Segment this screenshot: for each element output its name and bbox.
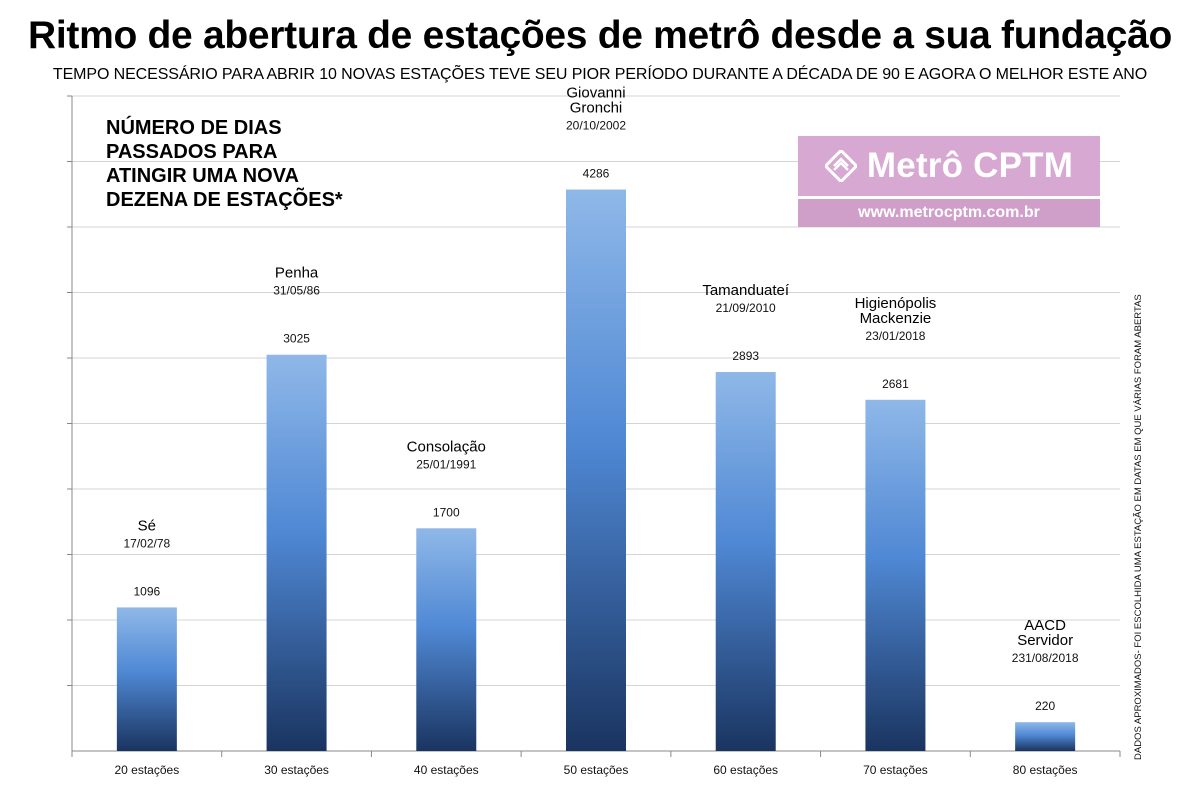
metro-diamond-icon	[824, 150, 857, 182]
x-tick-label: 20 estações	[114, 763, 179, 777]
bar-value-label: 220	[1035, 699, 1055, 713]
station-name-label: Higienópolis	[855, 295, 937, 312]
bar	[266, 354, 327, 751]
bar-value-label: 4286	[583, 167, 610, 181]
station-date-label: 23/01/2018	[865, 329, 925, 343]
bar-value-label: 1700	[433, 505, 460, 519]
station-name-label: Giovanni	[566, 85, 625, 102]
station-date-label: 17/02/78	[123, 536, 170, 550]
x-tick-label: 50 estações	[564, 763, 629, 777]
bar	[865, 399, 926, 751]
x-tick-label: 30 estações	[264, 763, 329, 777]
station-name-label: Sé	[138, 517, 156, 534]
station-name-label: Gronchi	[570, 100, 623, 117]
station-name-label: Mackenzie	[860, 310, 932, 327]
chart-title: Ritmo de abertura de estações de metrô d…	[28, 14, 1172, 57]
station-date-label: 21/09/2010	[716, 301, 776, 315]
bars	[116, 189, 1076, 751]
station-name-label: Servidor	[1017, 632, 1073, 649]
station-name-label: Tamanduateí	[702, 282, 790, 299]
station-name-label: Penha	[275, 265, 319, 282]
station-date-label: 20/10/2002	[566, 119, 626, 133]
bar-value-label: 1096	[134, 584, 161, 598]
bar-value-label: 2893	[732, 349, 759, 363]
x-tick-label: 60 estações	[713, 763, 778, 777]
metro-cptm-logo[interactable]: Metrô CPTM www.metrocptm.com.br	[798, 136, 1100, 227]
bar-value-label: 2681	[882, 377, 909, 391]
bar	[566, 189, 626, 751]
x-tick-label: 40 estações	[414, 763, 479, 777]
station-name-label: AACD	[1024, 617, 1066, 634]
logo-name: Metrô CPTM	[866, 146, 1074, 185]
x-tick-label: 70 estações	[863, 763, 928, 777]
logo-url: www.metrocptm.com.br	[798, 199, 1100, 227]
x-tick-label: 80 estações	[1013, 763, 1078, 777]
bar	[1015, 722, 1076, 751]
bar-value-label: 3025	[283, 332, 310, 346]
station-name-label: Consolação	[407, 438, 486, 455]
bar	[715, 372, 776, 751]
station-date-label: 31/05/86	[273, 284, 320, 298]
chart-annotation: NÚMERO DE DIAS PASSADOS PARA ATINGIR UMA…	[106, 117, 343, 211]
bar	[416, 528, 477, 751]
station-date-label: 25/01/1991	[416, 457, 476, 471]
chart-subtitle: TEMPO NECESSÁRIO PARA ABRIR 10 NOVAS EST…	[52, 66, 1148, 83]
side-footnote: DADOS APROXIMADOS- FOI ESCOLHIDA UMA EST…	[1133, 294, 1144, 760]
station-date-label: 231/08/2018	[1012, 651, 1079, 665]
bar	[116, 607, 177, 751]
bar-labels: 1096 17/02/78 Sé 20 estações 3025 31/05/86 Pen…	[114, 85, 1078, 777]
